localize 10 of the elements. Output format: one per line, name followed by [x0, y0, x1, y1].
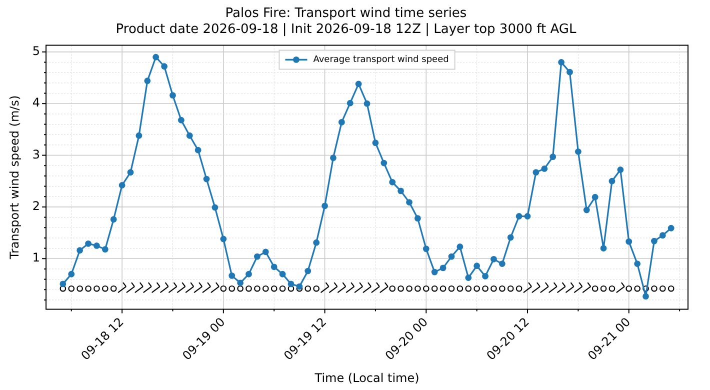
y-tick-label: 2: [32, 199, 40, 214]
chart-title: Palos Fire: Transport wind time series: [225, 6, 467, 22]
x-axis-title: Time (Local time): [314, 370, 420, 385]
y-tick-label: 5: [32, 44, 40, 58]
y-tick-label: 3: [32, 147, 40, 162]
y-tick-label: 4: [32, 96, 40, 110]
legend-label: Average transport wind speed: [313, 55, 449, 66]
chart-subtitle: Product date 2026-09-18 | Init 2026-09-18 12Z | Layer top 3000 ft AGL: [116, 22, 577, 37]
y-tick-label: 1: [32, 250, 40, 265]
y-axis-title: Transport wind speed (m/s): [7, 95, 22, 260]
